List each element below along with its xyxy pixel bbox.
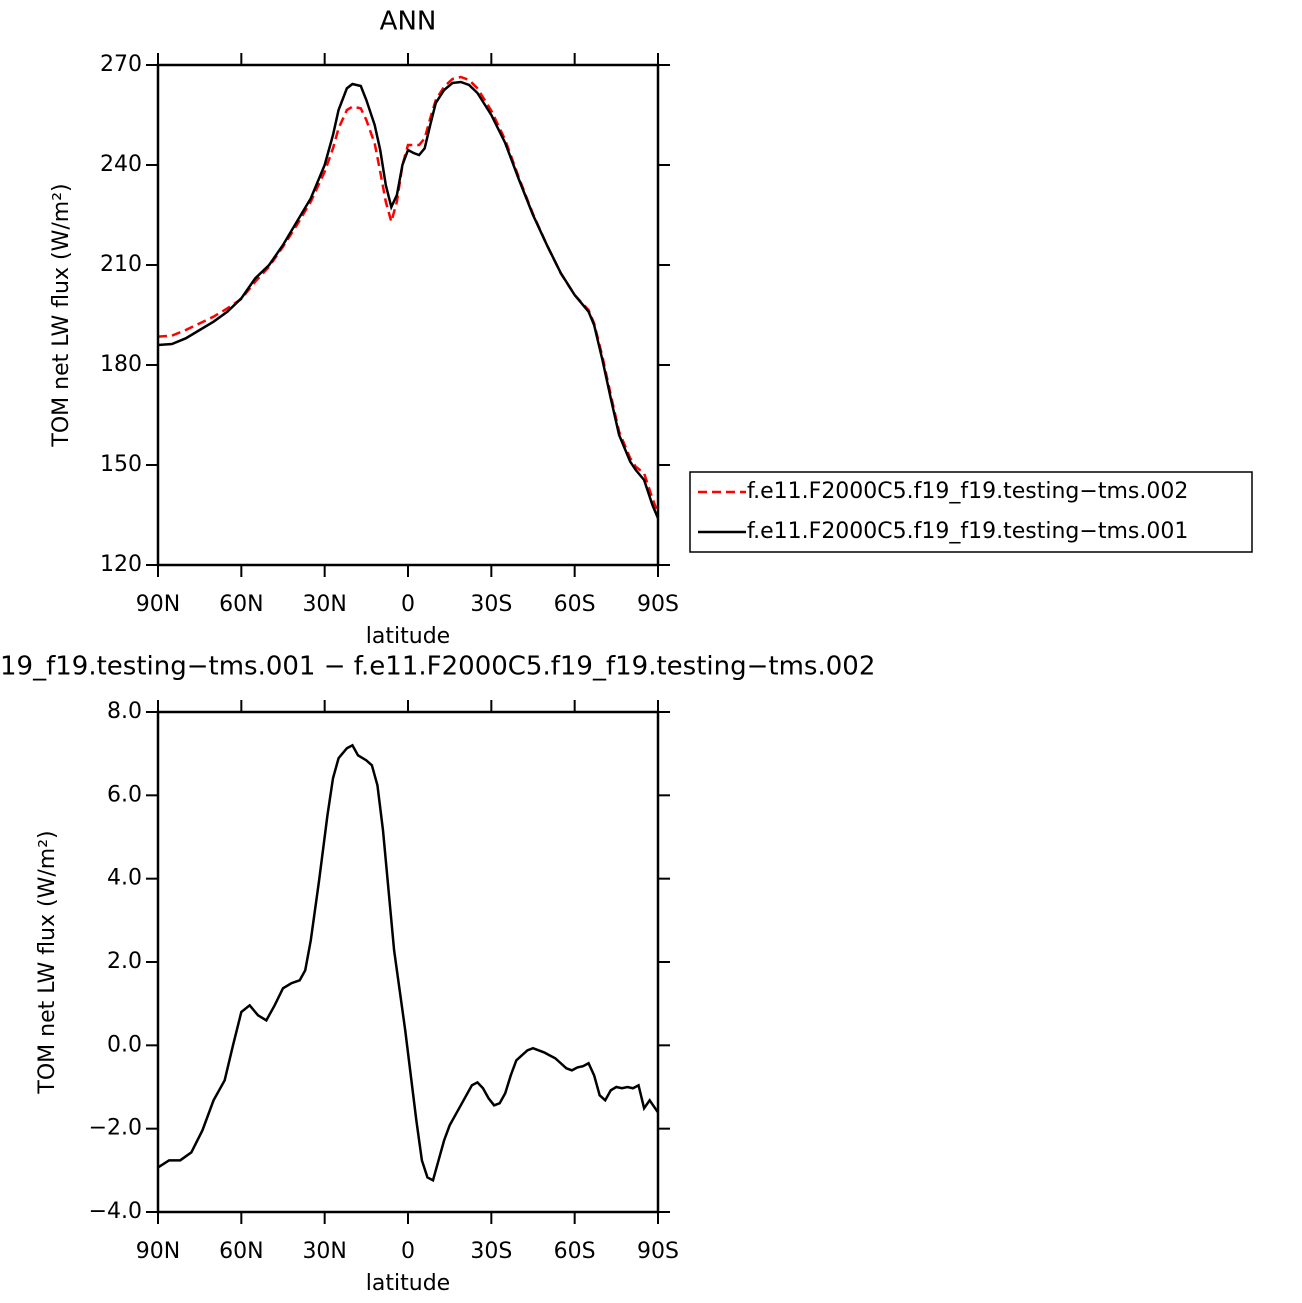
- x-tick-label: 60N: [219, 592, 263, 617]
- y-tick-label: 150: [100, 452, 142, 477]
- data-line: [157, 80, 660, 519]
- y-tick-label: −4.0: [89, 1199, 142, 1224]
- x-tick-label: 60S: [554, 592, 596, 617]
- y-tick-label: 240: [100, 152, 142, 177]
- x-tick-label: 0: [401, 592, 415, 617]
- data-line: [157, 743, 660, 1183]
- x-tick-label: 30S: [470, 592, 512, 617]
- x-axis-label: latitude: [366, 1271, 450, 1296]
- legend-label: f.e11.F2000C5.f19_f19.testing−tms.001: [747, 519, 1188, 544]
- y-tick-label: 0.0: [107, 1032, 142, 1057]
- y-tick-label: 6.0: [107, 782, 142, 807]
- x-tick-label: 30N: [302, 592, 346, 617]
- x-tick-label: 60S: [554, 1239, 596, 1264]
- y-tick-label: 180: [100, 352, 142, 377]
- data-line: [157, 75, 660, 514]
- chart-title: 19_f19.testing−tms.001 − f.e11.F2000C5.f…: [0, 652, 875, 682]
- x-tick-label: 90N: [136, 1239, 180, 1264]
- y-tick-label: −2.0: [89, 1116, 142, 1141]
- plot-frame: [156, 710, 660, 1214]
- x-tick-label: 30N: [302, 1239, 346, 1264]
- x-tick-label: 30S: [470, 1239, 512, 1264]
- y-tick-label: 210: [100, 252, 142, 277]
- legend-box: [689, 471, 1253, 553]
- y-axis-label: TOM net LW flux (W/m²): [49, 183, 74, 447]
- y-tick-label: 120: [100, 552, 142, 577]
- legend-label: f.e11.F2000C5.f19_f19.testing−tms.002: [747, 479, 1188, 504]
- y-tick-label: 4.0: [107, 866, 142, 891]
- y-axis-label: TOM net LW flux (W/m²): [35, 830, 60, 1094]
- y-tick-label: 2.0: [107, 949, 142, 974]
- y-tick-label: 270: [100, 52, 142, 77]
- plot-frame: [156, 63, 660, 567]
- x-tick-label: 90S: [637, 592, 679, 617]
- x-tick-label: 0: [401, 1239, 415, 1264]
- chart-title: ANN: [380, 7, 437, 37]
- x-tick-label: 90S: [637, 1239, 679, 1264]
- x-tick-label: 60N: [219, 1239, 263, 1264]
- y-tick-label: 8.0: [107, 699, 142, 724]
- x-tick-label: 90N: [136, 592, 180, 617]
- x-axis-label: latitude: [366, 624, 450, 649]
